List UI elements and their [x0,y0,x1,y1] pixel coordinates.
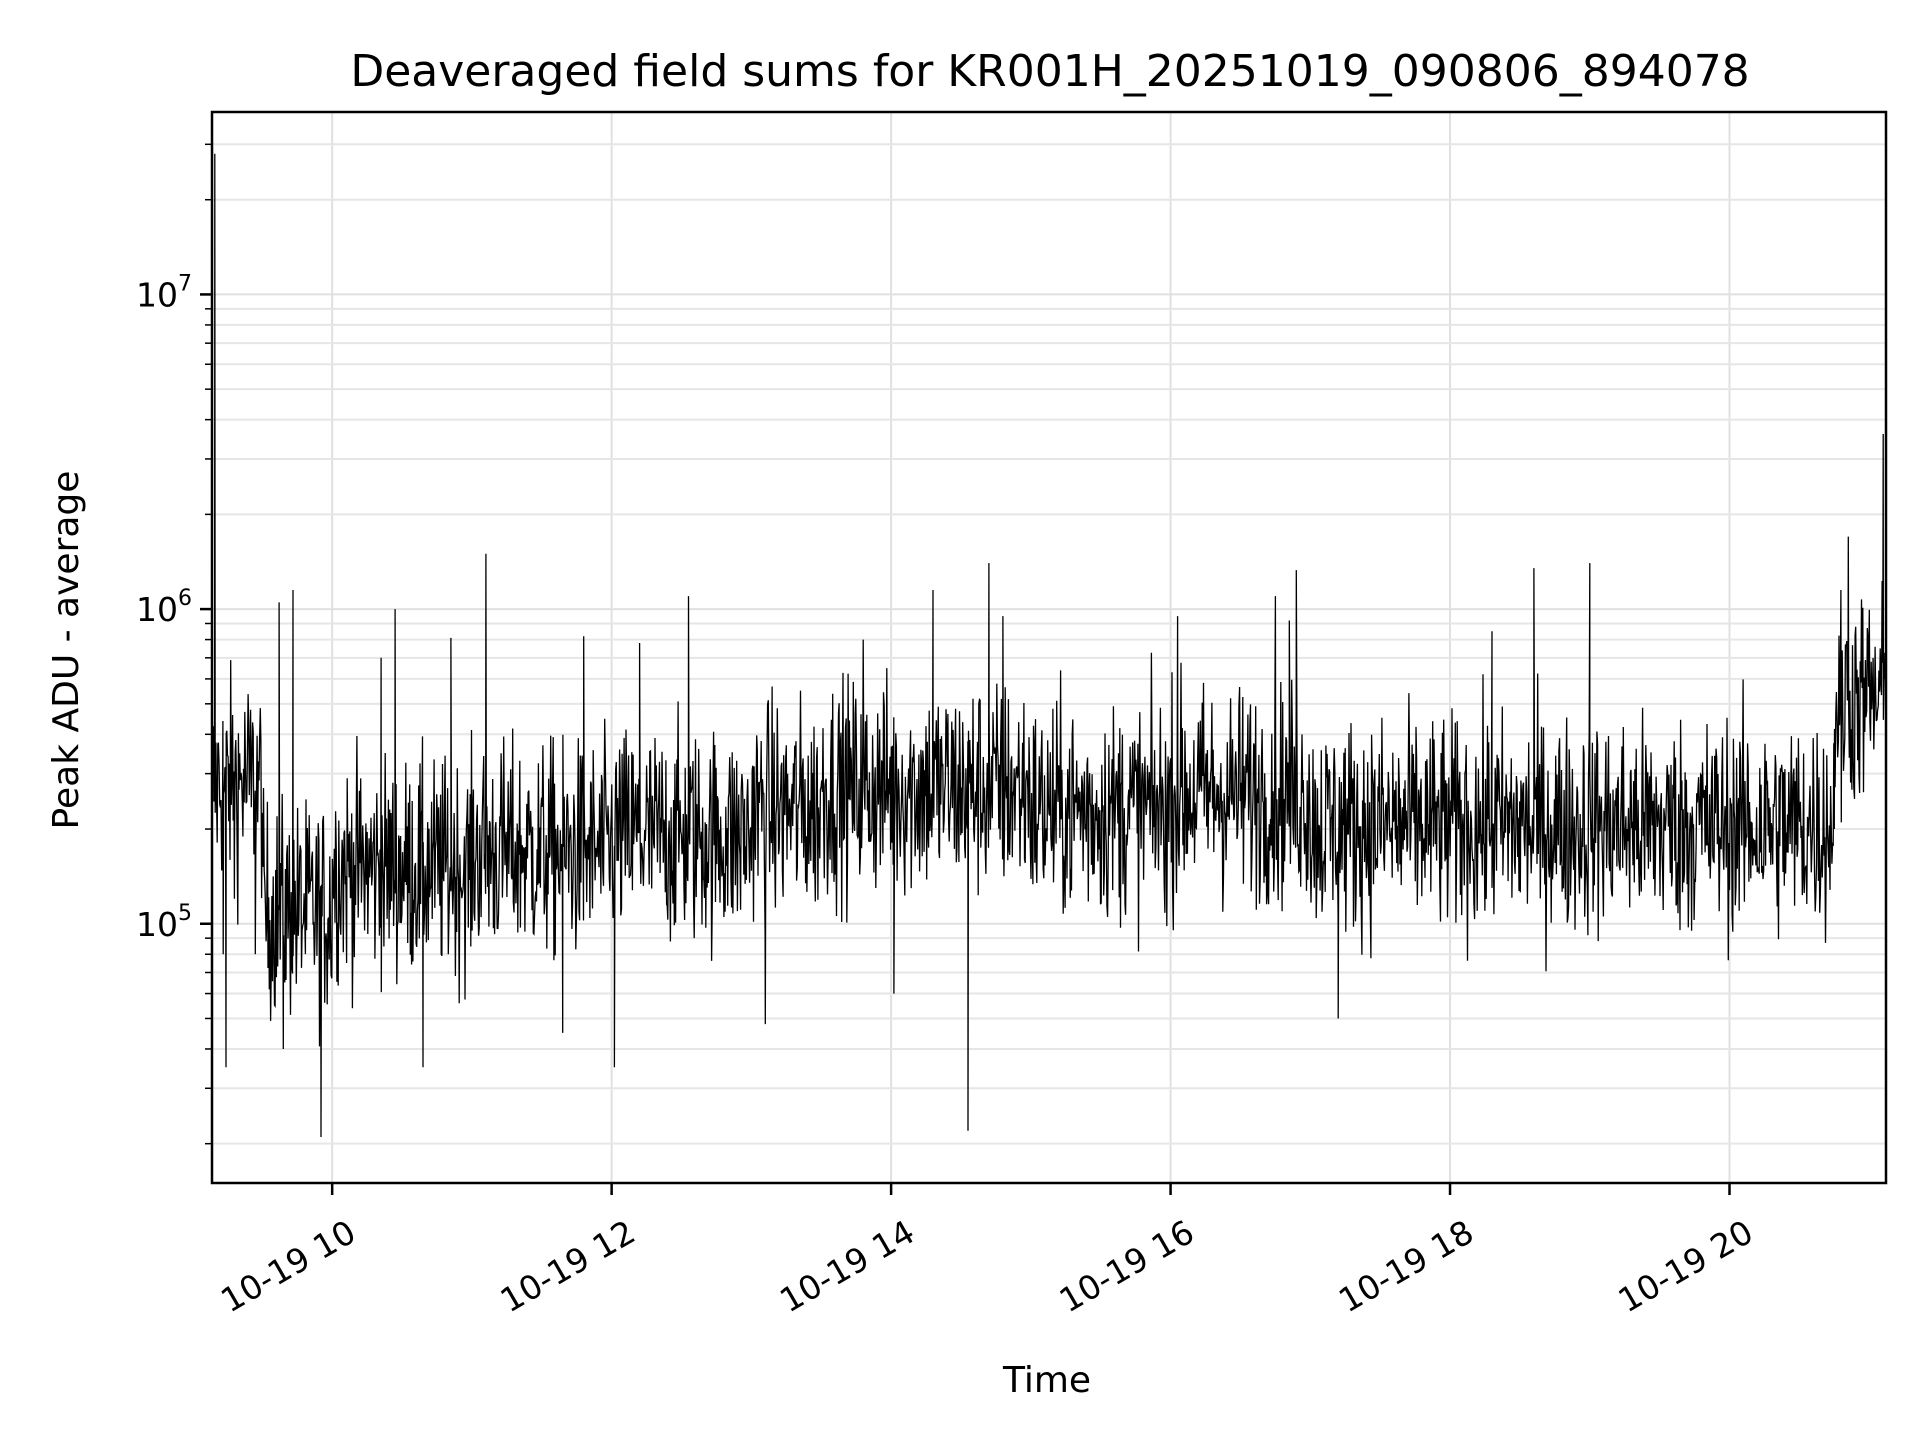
y-tick-label: 105 [136,901,192,944]
series-layer [211,153,1887,1138]
x-axis-label: Time [1002,1360,1091,1401]
y-tick-label: 107 [136,271,192,314]
grid [212,112,1886,1183]
y-axis-label: Peak ADU - average [46,471,87,830]
series-line [211,153,1887,1138]
y-tick-label: 106 [136,586,192,629]
plot-frame [210,110,1888,1185]
chart-title: Deaveraged field sums for KR001H_2025101… [350,46,1749,97]
